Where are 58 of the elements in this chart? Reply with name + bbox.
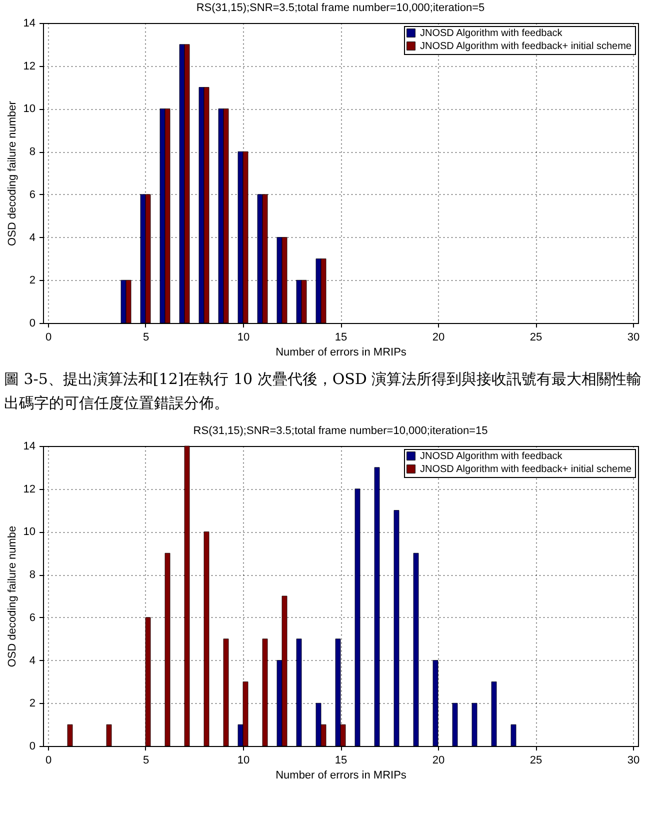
bar	[472, 702, 478, 746]
y-axis-title: OSD decoding failure number	[6, 100, 18, 246]
bar	[510, 724, 516, 746]
bar	[145, 617, 151, 746]
y-tick-label: 14	[23, 440, 36, 452]
bar	[413, 552, 419, 746]
chart-title: RS(31,15);SNR=3.5;total frame number=10,000;iteration=15	[193, 425, 488, 437]
y-tick-label: 6	[29, 612, 36, 624]
bar	[164, 552, 170, 746]
x-tick-label: 30	[627, 332, 640, 344]
y-axis-title: OSD decoding failure numbe	[6, 526, 18, 668]
bar	[296, 638, 302, 746]
y-tick-label: 10	[23, 103, 36, 116]
x-tick-label: 20	[432, 754, 445, 766]
x-tick-label: 15	[334, 754, 348, 766]
x-tick-label: 20	[432, 332, 445, 344]
caption: 圖 3-5、提出演算法和[12]在執行 10 次疊代後，OSD 演算法所得到與接收訊號有最大相關性輸出碼字的可信任度位置錯誤分佈。	[3, 369, 643, 414]
y-tick-label: 4	[29, 232, 36, 244]
bar	[354, 488, 360, 746]
bar	[67, 724, 73, 746]
x-tick-label: 15	[334, 332, 348, 344]
x-axis-title: Number of errors in MRIPs	[276, 346, 407, 358]
legend-label: JNOSD Algorithm with feedback+ initial scheme	[420, 464, 632, 475]
chart-title: RS(31,15);SNR=3.5;total frame number=10,000;iteration=5	[196, 2, 485, 14]
x-tick-label: 30	[627, 754, 640, 766]
y-tick-label: 2	[29, 698, 36, 710]
legend-label: JNOSD Algorithm with feedback	[420, 28, 564, 39]
bar	[452, 702, 458, 746]
y-tick-label: 0	[29, 318, 36, 330]
legend-label: JNOSD Algorithm with feedback+ initial scheme	[420, 41, 632, 52]
x-tick-label: 0	[45, 754, 52, 766]
y-tick-label: 10	[23, 526, 36, 538]
bar	[223, 638, 229, 746]
y-tick-label: 8	[29, 569, 36, 582]
x-tick-label: 10	[237, 332, 250, 344]
legend-label: JNOSD Algorithm with feedback	[420, 451, 564, 462]
x-tick-label: 5	[142, 332, 150, 344]
y-tick-label: 2	[29, 274, 36, 287]
bar	[432, 660, 438, 746]
y-tick-label: 14	[23, 18, 36, 30]
y-tick-label: 12	[23, 483, 36, 496]
x-axis-title: Number of errors in MRIPs	[276, 770, 407, 782]
bar	[491, 682, 497, 746]
bar	[262, 638, 268, 746]
y-tick-label: 12	[23, 60, 36, 72]
y-tick-label: 4	[29, 654, 36, 667]
x-tick-label: 5	[142, 754, 150, 766]
y-tick-label: 6	[29, 188, 36, 201]
bar	[374, 467, 380, 746]
y-tick-label: 0	[29, 740, 36, 752]
x-tick-label: 25	[530, 332, 542, 344]
bar	[394, 510, 400, 746]
x-tick-label: 25	[530, 754, 542, 766]
x-tick-label: 10	[237, 754, 250, 766]
x-tick-label: 0	[45, 332, 52, 344]
bar	[204, 532, 210, 746]
bar	[106, 724, 112, 746]
y-tick-label: 8	[29, 146, 36, 158]
